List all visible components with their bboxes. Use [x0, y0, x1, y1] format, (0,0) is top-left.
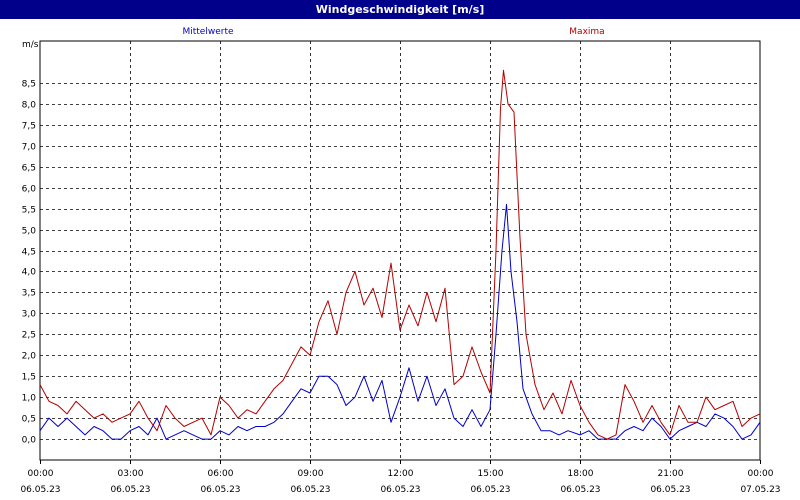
x-tick-label-date: 06.05.23 [110, 485, 150, 495]
y-tick-label: 2,5 [22, 331, 36, 341]
y-tick-label: 8,5 [22, 80, 36, 90]
y-tick-label: 6,5 [22, 164, 36, 174]
x-tick-label-time: 18:00 [568, 469, 594, 479]
y-tick-label: 1,0 [22, 394, 37, 404]
axis-labels: m/s 0,0 0,5 1,0 1,5 2,0 2,5 3,0 3,5 4,0 4,5 5,0 5,5… [20, 40, 780, 495]
legend-label-maxima: Maxima [569, 27, 604, 37]
chart-area: m/s 0,0 0,5 1,0 1,5 2,0 2,5 3,0 3,5 4,0 4,5 5,0 5,5… [20, 27, 780, 495]
x-tick-label-date: 06.05.23 [380, 485, 420, 495]
x-tick-label-time: 12:00 [388, 469, 414, 479]
y-tick-label: 5,5 [22, 206, 36, 216]
legend: Mittelwerte Maxima [182, 27, 604, 37]
y-tick-label: 6,0 [22, 185, 37, 195]
x-tick-label-date: 06.05.23 [650, 485, 690, 495]
y-tick-label: 1,5 [22, 373, 36, 383]
x-tick-label-date: 06.05.23 [200, 485, 240, 495]
x-tick-label-date: 06.05.23 [560, 485, 600, 495]
y-tick-label: 2,0 [22, 352, 37, 362]
plot-border [39, 40, 761, 461]
x-tick-label-time: 00:00 [28, 469, 54, 479]
chart-title-bar: Windgeschwindigkeit [m/s] [0, 0, 800, 19]
x-tick-label-time: 06:00 [208, 469, 234, 479]
y-tick-label: 3,0 [22, 310, 37, 320]
legend-label-mittelwerte: Mittelwerte [182, 27, 233, 37]
y-tick-label: 7,0 [22, 143, 37, 153]
y-tick-label: 5,0 [22, 227, 37, 237]
x-tick-label-date: 06.05.23 [20, 485, 60, 495]
x-tick-label-time: 03:00 [118, 469, 144, 479]
x-tick-label-time: 21:00 [658, 469, 684, 479]
y-tick-label: 4,5 [22, 248, 36, 258]
plot-frame [39, 40, 761, 461]
series-lines [39, 69, 761, 440]
x-tick-label-date: 07.05.23 [740, 485, 780, 495]
grid-lines [40, 41, 760, 460]
y-tick-label: 0,5 [22, 415, 36, 425]
y-tick-label: 0,0 [22, 436, 37, 446]
x-tick-label-time: 09:00 [298, 469, 324, 479]
x-tick-label-date: 06.05.23 [290, 485, 330, 495]
series-line-maxima [39, 69, 761, 440]
y-axis-label: m/s [22, 40, 39, 50]
y-tick-label: 4,0 [22, 268, 37, 278]
y-tick-label: 3,5 [22, 289, 36, 299]
x-tick-label-time: 15:00 [478, 469, 504, 479]
y-tick-label: 8,0 [22, 101, 37, 111]
x-tick-label-date: 06.05.23 [470, 485, 510, 495]
y-tick-label: 7,5 [22, 122, 36, 132]
x-tick-label-time: 00:00 [748, 469, 774, 479]
series-line-mittelwerte [39, 203, 761, 440]
chart-title: Windgeschwindigkeit [m/s] [315, 3, 485, 16]
